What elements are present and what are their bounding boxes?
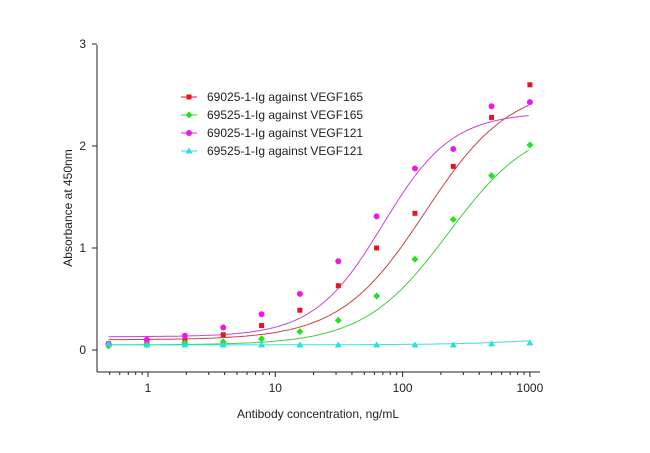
point-series-4 <box>526 339 534 346</box>
fit-curve-1 <box>108 104 529 341</box>
point-series-2 <box>488 172 496 180</box>
point-series-4 <box>105 340 113 347</box>
point-series-4 <box>181 341 189 348</box>
x-axis-label: Antibody concentration, ng/mL <box>237 407 399 421</box>
legend-marker <box>185 111 193 119</box>
point-series-2 <box>373 292 381 300</box>
point-series-4 <box>373 341 381 348</box>
legend-marker <box>186 94 192 100</box>
x-ticks: 1 10 100 1000 <box>109 372 544 395</box>
data-points <box>105 82 534 350</box>
point-series-3 <box>335 258 342 265</box>
legend-label: 69025-1-Ig against VEGF121 <box>207 126 363 140</box>
legend-label: 69525-1-Ig against VEGF121 <box>207 144 363 158</box>
legend-label: 69025-1-Ig against VEGF165 <box>207 90 363 104</box>
point-series-3 <box>258 311 265 318</box>
legend-marker <box>186 130 192 136</box>
point-series-1 <box>335 283 341 289</box>
point-series-3 <box>143 336 150 343</box>
fit-curves <box>108 104 529 346</box>
point-series-3 <box>411 165 418 172</box>
y-tick-label: 3 <box>79 37 86 51</box>
x-tick-label: 1000 <box>517 381 544 395</box>
point-series-3 <box>181 332 188 339</box>
point-series-4 <box>296 341 304 348</box>
point-series-3 <box>450 146 457 153</box>
legend: 69025-1-Ig against VEGF165 69525-1-Ig aga… <box>181 90 363 158</box>
point-series-2 <box>449 215 457 223</box>
point-series-4 <box>334 341 342 348</box>
y-ticks: 0 1 2 3 <box>79 37 97 357</box>
point-series-1 <box>220 332 226 338</box>
fit-curve-2 <box>108 149 529 346</box>
point-series-4 <box>411 341 419 348</box>
point-series-1 <box>527 82 533 88</box>
point-series-2 <box>526 141 534 149</box>
point-series-1 <box>489 114 495 120</box>
point-series-1 <box>259 323 265 329</box>
point-series-1 <box>374 245 380 251</box>
x-tick-label: 10 <box>269 381 283 395</box>
x-tick-label: 100 <box>393 381 413 395</box>
point-series-4 <box>488 340 496 347</box>
y-axis-label: Absorbance at 450nm <box>61 149 75 266</box>
point-series-3 <box>488 103 495 110</box>
legend-label: 69525-1-Ig against VEGF165 <box>207 108 363 122</box>
point-series-2 <box>411 255 419 263</box>
point-series-1 <box>450 163 456 169</box>
point-series-3 <box>296 290 303 297</box>
fit-curve-3 <box>108 115 529 338</box>
y-tick-label: 2 <box>79 139 86 153</box>
point-series-4 <box>143 341 151 348</box>
point-series-2 <box>258 335 266 343</box>
point-series-4 <box>449 341 457 348</box>
point-series-3 <box>526 99 533 106</box>
point-series-4 <box>219 341 227 348</box>
x-tick-label: 1 <box>145 381 152 395</box>
point-series-1 <box>412 210 418 216</box>
point-series-3 <box>373 213 380 220</box>
point-series-2 <box>334 316 342 324</box>
point-series-3 <box>220 324 227 331</box>
point-series-1 <box>297 307 303 313</box>
point-series-2 <box>296 328 304 336</box>
fit-curve-4 <box>108 340 529 346</box>
point-series-4 <box>258 341 266 348</box>
y-tick-label: 0 <box>79 343 86 357</box>
y-tick-label: 1 <box>79 241 86 255</box>
legend-marker <box>185 147 193 154</box>
